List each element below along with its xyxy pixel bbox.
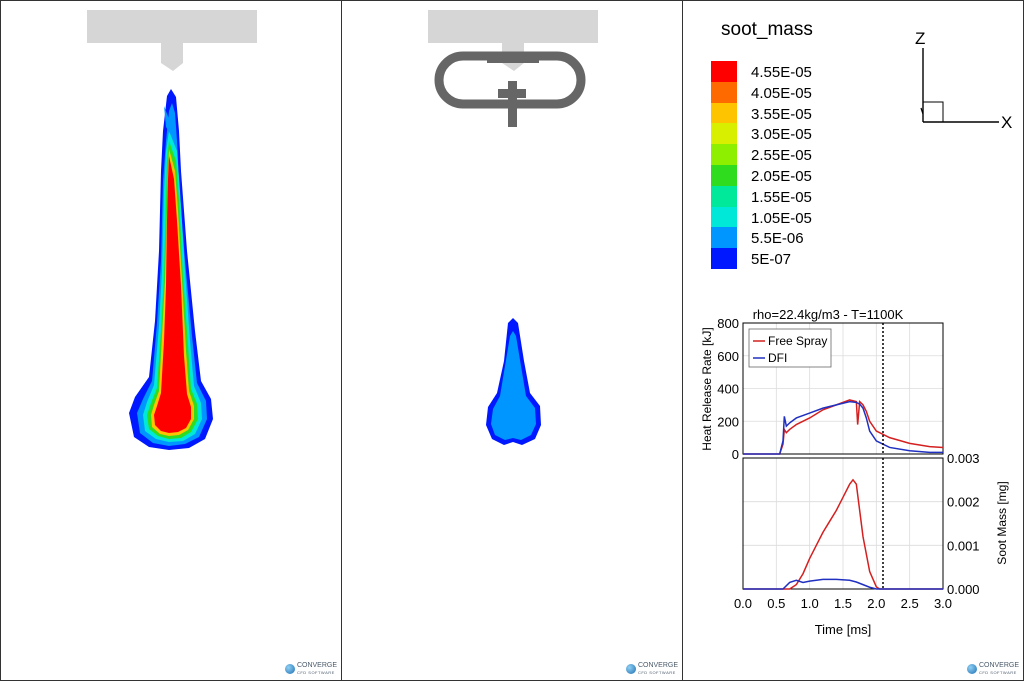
x-axis-label: X [1001, 113, 1012, 132]
color-bar-swatch [711, 227, 737, 249]
soot-contour-inner [491, 331, 536, 440]
color-bar-label: 2.55E-05 [751, 147, 812, 165]
color-bar-label: 5E-07 [751, 251, 792, 269]
hrr-y-ticks: 800 600 400 200 0 [717, 316, 739, 462]
soot-contour-core [154, 156, 191, 433]
series-line [743, 399, 944, 455]
injector-body [87, 10, 257, 43]
soot-series [743, 478, 943, 590]
converge-logo-icon [625, 664, 636, 674]
color-bar-label: 3.05E-05 [751, 126, 812, 144]
soot-contour-tip [164, 106, 175, 135]
color-bar-swatch [711, 61, 737, 82]
hrr-y-axis-label: Heat Release Rate [kJ] [700, 327, 714, 450]
y-tick-label: 800 [717, 316, 739, 331]
dfi-panel: CONVERGE CFD SOFTWARE [341, 0, 683, 681]
soot-y-ticks: 0.003 0.002 0.001 0.000 [947, 451, 980, 597]
converge-logo: CONVERGE CFD SOFTWARE [284, 662, 337, 676]
color-bar-label: 4.55E-05 [751, 64, 812, 81]
chart-title: rho=22.4kg/m3 - T=1100K [753, 307, 904, 322]
color-bar [711, 61, 737, 269]
y-tick-label: 600 [717, 349, 739, 364]
color-bar-swatch [711, 123, 737, 145]
x-ticks: 0.0 0.5 1.0 1.5 2.0 2.5 3.0 [734, 596, 952, 611]
hrr-series [743, 399, 944, 455]
series-line [743, 400, 943, 455]
color-bar-label: 1.05E-05 [751, 209, 812, 227]
axes-triad: Z X [915, 29, 1012, 132]
x-tick-label: 0.5 [767, 596, 785, 611]
y-tick-label: 0.001 [947, 538, 980, 553]
soot-grid [743, 458, 943, 589]
x-tick-label: 1.5 [834, 596, 852, 611]
soot-y-axis-label: Soot Mass [mg] [995, 481, 1009, 564]
color-bar-label: 2.05E-05 [751, 167, 812, 185]
logo-sub: CFD SOFTWARE [296, 670, 335, 675]
color-bar-labels: 4.55E-05 4.05E-05 3.55E-05 3.05E-05 2.55E-05… [751, 63, 812, 271]
color-bar-swatch [711, 248, 737, 269]
dfi-visual [428, 10, 598, 445]
legend-label-dfi: DFI [768, 351, 787, 365]
x-axis-label: Time [ms] [815, 622, 872, 637]
y-tick-label: 200 [717, 414, 739, 429]
color-bar-label: 5.5E-06 [751, 230, 804, 248]
y-tick-label: 400 [717, 382, 739, 397]
color-bar-swatch [711, 102, 737, 124]
color-bar-label: 1.55E-05 [751, 188, 812, 206]
chart-legend: Free Spray DFI [748, 328, 832, 368]
series-line [743, 578, 943, 590]
hrr-grid [743, 323, 943, 454]
y-tick-label: 0.000 [947, 582, 980, 597]
logo-name: CONVERGE [978, 662, 1019, 669]
x-tick-label: 2.5 [901, 596, 919, 611]
color-bar-label: 3.55E-05 [751, 105, 812, 123]
converge-logo: CONVERGE CFD SOFTWARE [966, 662, 1019, 676]
duct-stem [508, 81, 517, 127]
z-axis-label: Z [915, 29, 925, 48]
color-bar-swatch [711, 144, 737, 165]
converge-logo-icon [284, 664, 295, 674]
free-spray-visual [87, 10, 257, 450]
x-tick-label: 1.0 [801, 596, 819, 611]
legend-chart-panel: soot_mass 4.55E-05 4.05E-05 3.55E-05 3.05E-… [682, 0, 1024, 681]
y-tick-label: 0 [732, 447, 739, 462]
series-line [743, 478, 943, 590]
x-tick-label: 2.0 [867, 596, 885, 611]
y-tick-label: 0.002 [947, 495, 980, 510]
legend-title: soot_mass [721, 19, 813, 40]
converge-logo-icon [966, 664, 977, 674]
duct-top-bar [487, 53, 539, 63]
x-tick-label: 0.0 [734, 596, 752, 611]
color-bar-label: 4.05E-05 [751, 84, 812, 102]
logo-name: CONVERGE [296, 662, 337, 669]
y-tick-label: 0.003 [947, 451, 980, 466]
hrr-plot-frame [742, 322, 944, 455]
logo-sub: CFD SOFTWARE [978, 670, 1017, 675]
injector-body [428, 10, 598, 43]
injector-nozzle [161, 43, 183, 71]
duct-crossbar [498, 89, 526, 98]
line-charts: rho=22.4kg/m3 - T=1100K 800 600 400 200 0 0.… [700, 307, 1009, 637]
color-bar-swatch [711, 206, 737, 228]
free-spray-panel: CONVERGE CFD SOFTWARE [0, 0, 342, 681]
logo-name: CONVERGE [637, 662, 678, 669]
x-tick-label: 3.0 [934, 596, 952, 611]
legend-label-free-spray: Free Spray [768, 334, 827, 348]
color-bar-swatch [711, 185, 737, 207]
converge-logo: CONVERGE CFD SOFTWARE [625, 662, 678, 676]
color-bar-swatch [711, 164, 737, 186]
color-bar-swatch [711, 81, 737, 103]
logo-sub: CFD SOFTWARE [637, 670, 676, 675]
soot-plot-frame [742, 457, 944, 590]
